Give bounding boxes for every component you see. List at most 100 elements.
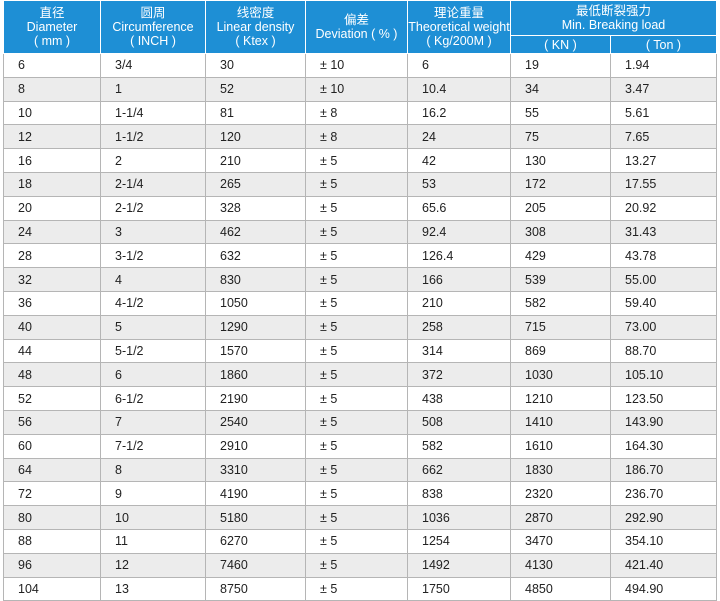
cell: 2190 [205,386,306,411]
header-line: ( Ktex ) [235,34,276,48]
cell: 24 [407,124,511,150]
cell: 164.30 [610,433,717,459]
cell: 1254 [407,528,511,554]
cell: 1290 [205,314,306,340]
cell: ± 10 [305,76,408,102]
cell: 4190 [205,481,306,507]
cell: 3-1/2 [100,243,206,269]
cell: 13 [100,576,206,601]
cell: ± 5 [305,528,408,554]
cell: 42 [407,148,511,173]
cell: 5180 [205,505,306,530]
cell: 2910 [205,433,306,459]
cell: 60 [3,433,101,459]
cell: 10 [100,505,206,530]
cell: ± 5 [305,576,408,601]
cell: ± 5 [305,219,408,245]
data-row: 36 4-1/2 1050 ± 5 210 582 59.40 [3,290,717,316]
cell: 314 [407,338,511,364]
cell: 1 [100,76,206,102]
header-line: 理论重量 [433,6,484,20]
cell: 186.70 [610,457,717,483]
cell: 32 [3,267,101,292]
cell: 421.40 [610,552,717,578]
cell: 123.50 [610,386,717,411]
spec-table: 直径 Diameter( mm ) 圆周 Circumference( INCH ) 线… [3,0,717,601]
cell: 308 [510,219,611,245]
cell: 4-1/2 [100,290,206,316]
table-container: 直径 Diameter( mm ) 圆周 Circumference( INCH ) 线… [3,0,717,601]
column-header: 理论重量 Theoretical weight( Kg/200M ) [407,0,511,54]
data-row: 12 1-1/2 120 ± 8 24 75 7.65 [3,124,717,150]
cell: 92.4 [407,219,511,245]
cell: 632 [205,243,306,269]
cell: 1-1/2 [100,124,206,150]
cell: 88.70 [610,338,717,364]
cell: 2320 [510,481,611,507]
cell: ± 5 [305,409,408,435]
cell: ± 5 [305,481,408,507]
cell: 3 [100,219,206,245]
cell: 830 [205,267,306,292]
header-line: 线密度 [236,6,275,20]
table-header: 直径 Diameter( mm ) 圆周 Circumference( INCH ) 线… [3,0,717,54]
header-line: 圆周 [140,6,166,20]
cell: 56 [3,409,101,435]
cell: 2-1/2 [100,195,206,221]
cell: ± 5 [305,457,408,483]
cell: 16.2 [407,100,511,126]
header-line: ( mm ) [33,34,71,48]
data-row: 16 2 210 ± 5 42 130 13.27 [3,148,717,173]
header-line: Deviation ( % ) [315,27,398,41]
header-line: 偏差 [343,13,369,27]
cell: 18 [3,171,101,197]
cell: 40 [3,314,101,340]
cell: ± 5 [305,338,408,364]
cell: 205 [510,195,611,221]
cell: 1050 [205,290,306,316]
data-row: 32 4 830 ± 5 166 539 55.00 [3,267,717,292]
cell: 4850 [510,576,611,601]
cell: 52 [3,386,101,411]
cell: ± 8 [305,124,408,150]
data-row: 40 5 1290 ± 5 258 715 73.00 [3,314,717,340]
cell: 236.70 [610,481,717,507]
cell: 8750 [205,576,306,601]
cell: 582 [510,290,611,316]
data-row: 64 8 3310 ± 5 662 1830 186.70 [3,457,717,483]
cell: 7 [100,409,206,435]
cell: ± 5 [305,505,408,530]
header-row: 直径 Diameter( mm ) 圆周 Circumference( INCH ) 线… [3,0,717,54]
data-row: 6 3/4 30 ± 10 6 19 1.94 [3,53,717,78]
data-row: 20 2-1/2 328 ± 5 65.6 205 20.92 [3,195,717,221]
cell: 120 [205,124,306,150]
cell: 6 [3,53,101,78]
cell: 7460 [205,552,306,578]
cell: 5.61 [610,100,717,126]
data-row: 56 7 2540 ± 5 508 1410 143.90 [3,409,717,435]
cell: 715 [510,314,611,340]
cell: ± 5 [305,386,408,411]
cell: 55 [510,100,611,126]
cell: 130 [510,148,611,173]
cell: 328 [205,195,306,221]
cell: 3470 [510,528,611,554]
cell: 1036 [407,505,511,530]
cell: 1750 [407,576,511,601]
cell: 3.47 [610,76,717,102]
cell: 869 [510,338,611,364]
header-line: 最低断裂强力 [575,4,651,18]
cell: 4130 [510,552,611,578]
cell: 7-1/2 [100,433,206,459]
header-line: Linear density [216,20,295,34]
cell: 12 [3,124,101,150]
data-row: 80 10 5180 ± 5 1036 2870 292.90 [3,505,717,530]
cell: 126.4 [407,243,511,269]
cell: 24 [3,219,101,245]
column-header: 最低断裂强力 Min. Breaking load [510,0,717,36]
cell: 52 [205,76,306,102]
cell: 16 [3,148,101,173]
data-row: 52 6-1/2 2190 ± 5 438 1210 123.50 [3,386,717,411]
cell: 258 [407,314,511,340]
column-header: 偏差 Deviation ( % ) [305,0,408,54]
